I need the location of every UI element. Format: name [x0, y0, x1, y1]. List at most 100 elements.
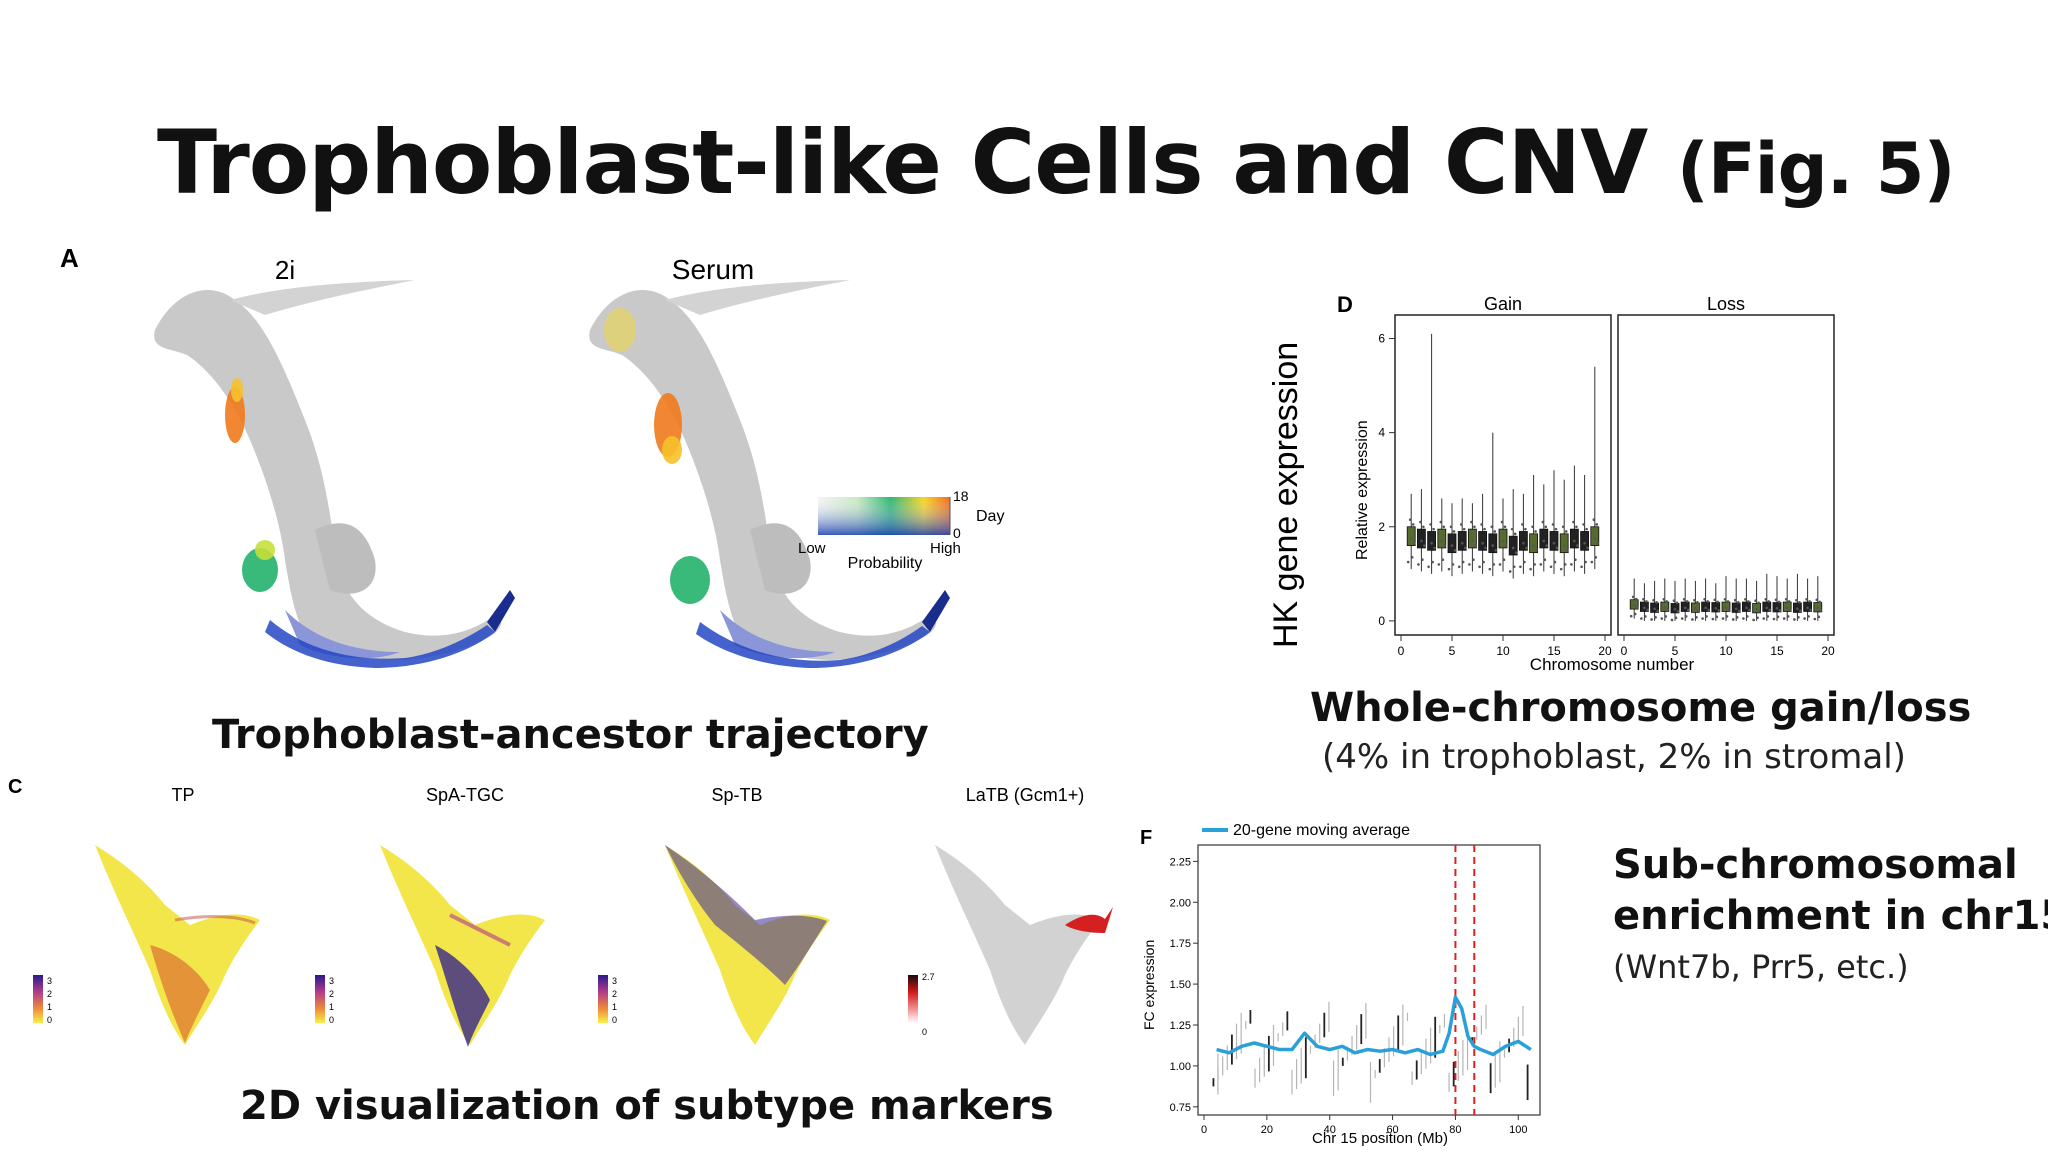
- jitter-point: [1450, 544, 1454, 547]
- jitter-point: [1439, 520, 1443, 524]
- jitter-point: [1596, 541, 1600, 545]
- jitter-point: [1672, 599, 1676, 602]
- jitter-point: [1713, 598, 1717, 602]
- jitter-point: [1474, 544, 1477, 547]
- jitter-point: [1586, 546, 1589, 550]
- slide-title: Trophoblast-like Cells and CNV (Fig. 5): [157, 110, 1956, 216]
- jitter-point: [1772, 617, 1776, 621]
- jitter-point: [1501, 539, 1505, 543]
- jitter-point: [1500, 520, 1504, 524]
- jitter-point: [1429, 523, 1432, 526]
- jitter-point: [1483, 527, 1486, 531]
- jitter-point: [1788, 608, 1792, 612]
- y-tick-label: 2: [1378, 520, 1385, 534]
- jitter-point: [1646, 608, 1649, 612]
- jitter-point: [1686, 608, 1690, 612]
- jitter-point: [1691, 618, 1694, 621]
- box: [1457, 531, 1467, 551]
- jitter-point: [1755, 607, 1758, 611]
- jitter-point: [1706, 600, 1709, 603]
- jitter-point: [1478, 565, 1481, 569]
- colorbar-spa-tgc: 3 2 1 0: [315, 975, 334, 1025]
- jitter-point: [1494, 548, 1498, 552]
- umap-title-serum: Serum: [672, 254, 754, 285]
- panel-f-letter: F: [1140, 827, 1152, 849]
- legend-day-min: 0: [953, 525, 961, 541]
- title-suffix: (Fig. 5): [1676, 128, 1956, 210]
- panel-d-caption: Whole-chromosome gain/loss: [1310, 685, 1972, 731]
- jitter-point: [1640, 617, 1643, 620]
- y-tick-label: 4: [1378, 426, 1385, 440]
- jitter-point: [1725, 615, 1729, 618]
- jitter-point: [1561, 525, 1565, 529]
- jitter-point: [1480, 523, 1483, 526]
- jitter-point: [1447, 567, 1451, 571]
- jitter-point: [1452, 530, 1456, 533]
- jitter-point: [1582, 523, 1585, 526]
- jitter-point: [1764, 597, 1768, 601]
- jitter-point: [1470, 520, 1473, 524]
- jitter-point: [1704, 606, 1707, 610]
- jitter-point: [1412, 541, 1416, 545]
- box: [1508, 535, 1518, 556]
- jitter-point: [1665, 600, 1669, 603]
- jitter-point: [1510, 527, 1514, 531]
- panel-a-letter: A: [60, 243, 79, 273]
- legend-label: 20-gene moving average: [1233, 822, 1410, 839]
- jitter-point: [1726, 600, 1730, 603]
- y-tick-label: 1.50: [1170, 979, 1191, 991]
- jitter-point: [1737, 609, 1741, 613]
- jitter-point: [1629, 614, 1633, 618]
- jitter-point: [1543, 558, 1547, 562]
- fc-x-axis-label: Chr 15 position (Mb): [1312, 1130, 1448, 1147]
- jitter-point: [1463, 546, 1467, 550]
- jitter-point: [1793, 618, 1796, 621]
- jitter-point: [1745, 606, 1748, 610]
- jitter-point: [1460, 541, 1464, 545]
- jitter-point: [1442, 525, 1446, 529]
- jitter-point: [1644, 615, 1647, 618]
- svg-text:1: 1: [47, 1002, 52, 1012]
- jitter-point: [1798, 601, 1801, 604]
- jitter-point: [1774, 598, 1778, 602]
- jitter-point: [1797, 616, 1800, 619]
- moving-average-line: [1216, 995, 1532, 1057]
- jitter-point: [1585, 527, 1588, 531]
- jitter-point: [1744, 597, 1747, 601]
- jitter-point: [1664, 615, 1668, 618]
- jitter-point: [1563, 563, 1567, 566]
- jitter-point: [1503, 525, 1507, 529]
- box: [1559, 533, 1569, 554]
- jitter-point: [1707, 608, 1710, 612]
- jitter-point: [1635, 606, 1639, 609]
- jitter-point: [1492, 563, 1496, 566]
- jitter-point: [1551, 523, 1555, 526]
- svg-text:3: 3: [612, 976, 617, 986]
- jitter-point: [1650, 618, 1653, 621]
- jitter-point: [1491, 544, 1495, 547]
- jitter-point: [1559, 567, 1563, 571]
- jitter-point: [1735, 616, 1739, 619]
- box: [1467, 528, 1477, 549]
- jitter-point: [1696, 601, 1699, 604]
- jitter-point: [1410, 556, 1414, 559]
- jitter-point: [1473, 525, 1476, 529]
- jitter-point: [1697, 609, 1700, 613]
- fc-y-axis-label: FC expression: [1141, 940, 1157, 1030]
- subtype-label-spa-tgc: SpA-TGC: [426, 785, 504, 805]
- panel-d-letter: D: [1337, 292, 1353, 317]
- jitter-point: [1461, 560, 1465, 564]
- jitter-point: [1805, 597, 1808, 601]
- jitter-point: [1542, 539, 1546, 543]
- box: [1529, 533, 1539, 554]
- jitter-point: [1508, 570, 1512, 573]
- jitter-point: [1574, 558, 1577, 562]
- jitter-point: [1731, 618, 1735, 621]
- jitter-point: [1584, 560, 1587, 564]
- legend-low: Low: [798, 540, 826, 557]
- jitter-point: [1674, 616, 1678, 620]
- jitter-point: [1431, 560, 1434, 564]
- jitter-point: [1762, 617, 1766, 620]
- jitter-point: [1502, 558, 1506, 562]
- jitter-point: [1777, 600, 1781, 604]
